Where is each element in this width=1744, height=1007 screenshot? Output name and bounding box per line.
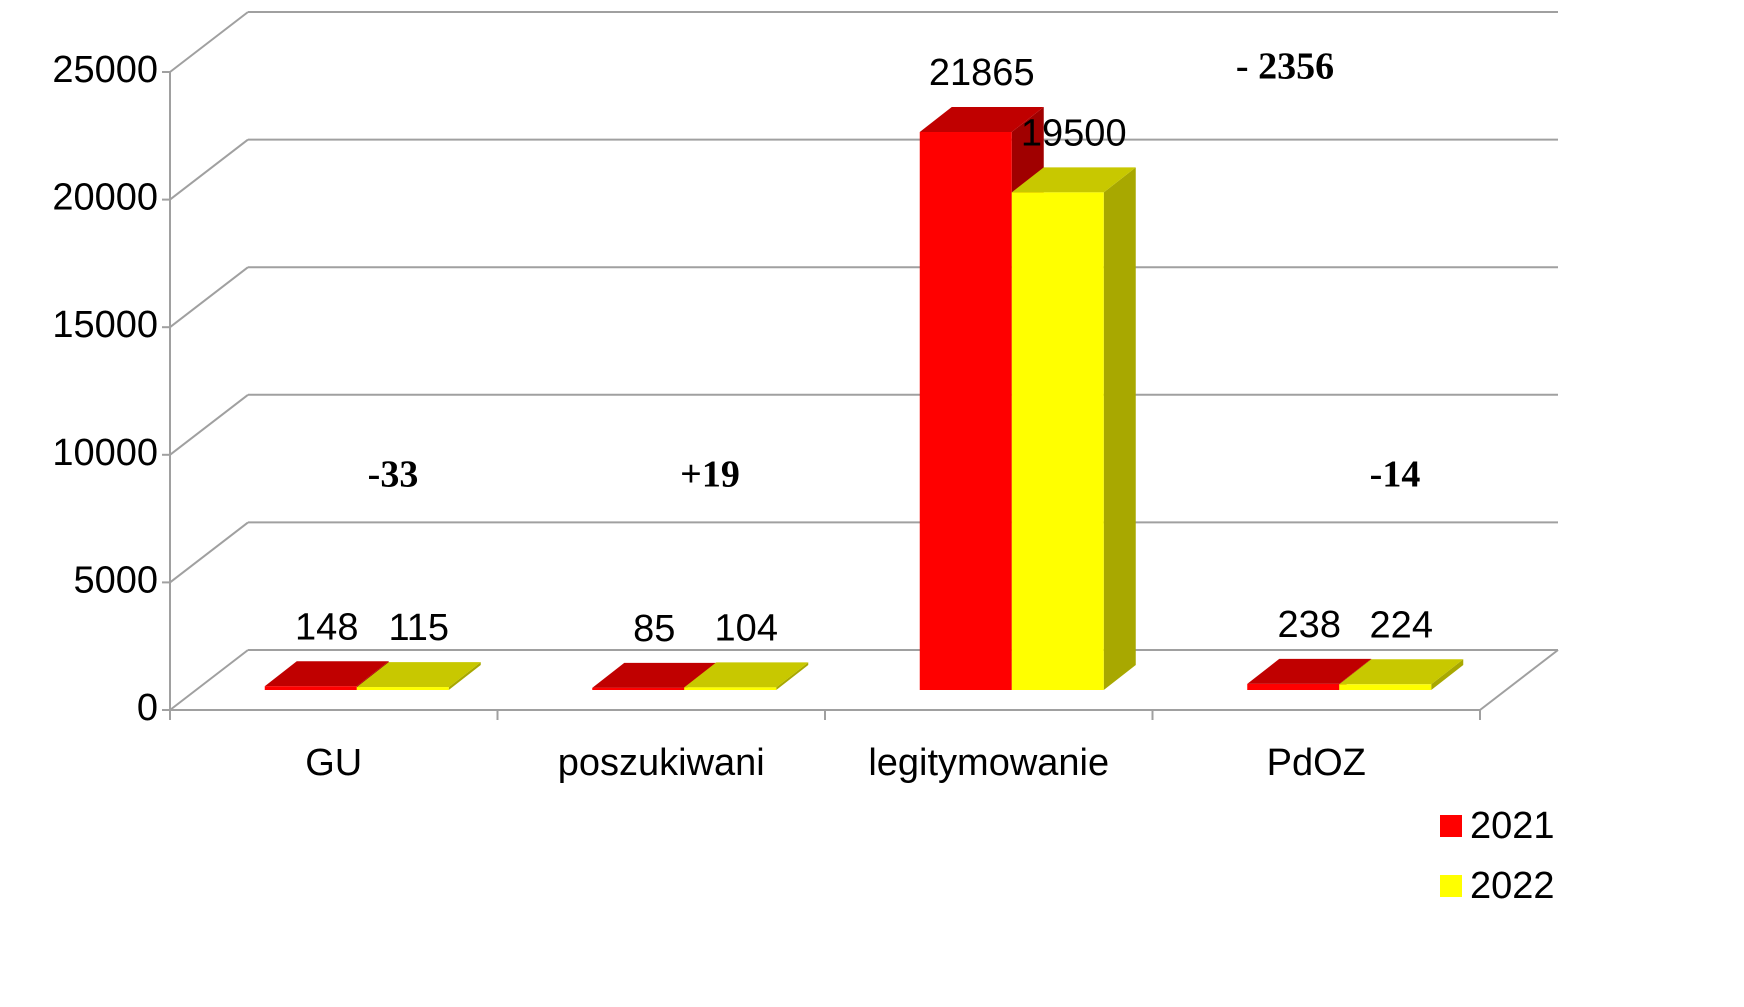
y-tick-label: 5000 [73, 559, 158, 601]
annotation: - 2356 [1236, 46, 1334, 88]
grid-line [169, 521, 249, 584]
grid-line [169, 266, 249, 328]
value-label: 224 [1370, 604, 1433, 646]
legend-swatch [1440, 875, 1462, 897]
value-label: 104 [715, 607, 778, 649]
bar-face [356, 662, 481, 688]
annotation: -33 [368, 454, 419, 496]
bar [1339, 659, 1464, 690]
bar-face [776, 662, 809, 690]
y-tick-label: 20000 [52, 177, 158, 219]
bar-face [264, 661, 389, 687]
bar-face [592, 662, 717, 688]
bar-front [356, 687, 449, 690]
value-label: 85 [633, 608, 675, 650]
value-label: 238 [1278, 604, 1341, 646]
bar-front [919, 132, 1012, 691]
value-label: 21865 [929, 52, 1035, 94]
y-tick-label: 0 [137, 687, 158, 729]
legend-swatch [1440, 815, 1462, 837]
legend-label: 2022 [1470, 865, 1555, 907]
x-tick-label: GU [305, 742, 362, 784]
bar-front [1339, 684, 1432, 690]
value-label: 148 [295, 606, 358, 648]
y-tick-label: 25000 [52, 49, 158, 91]
x-tick-label: poszukiwani [558, 742, 765, 784]
bar-face [448, 662, 481, 690]
value-label: 19500 [1021, 112, 1127, 154]
bar-face [1103, 167, 1136, 691]
bar-front [1011, 192, 1104, 691]
floor-edge [1479, 649, 1559, 711]
bar-face [919, 107, 1044, 133]
bar-face [1431, 659, 1464, 690]
grid-line [169, 394, 249, 456]
bar-face [1011, 167, 1136, 193]
bar-face [1247, 658, 1372, 684]
legend-label: 2021 [1470, 805, 1555, 847]
y-tick-label: 15000 [52, 304, 158, 346]
bar [1011, 167, 1136, 691]
bar-front [264, 686, 357, 690]
value-label: 115 [388, 607, 449, 649]
grid-line [169, 138, 249, 201]
grid-line [169, 11, 249, 73]
y-tick-label: 10000 [52, 432, 158, 474]
annotation: +19 [680, 454, 740, 496]
grid-line [169, 649, 249, 711]
annotation: -14 [1370, 454, 1421, 496]
bar-front [684, 687, 777, 690]
x-tick-label: PdOZ [1267, 742, 1366, 784]
bar [684, 662, 809, 690]
bar-face [684, 662, 809, 688]
bar-front [1247, 683, 1340, 690]
bar-face [1339, 659, 1464, 685]
x-tick-label: legitymowanie [868, 742, 1109, 784]
bar-front [592, 687, 685, 690]
bar [356, 662, 481, 690]
